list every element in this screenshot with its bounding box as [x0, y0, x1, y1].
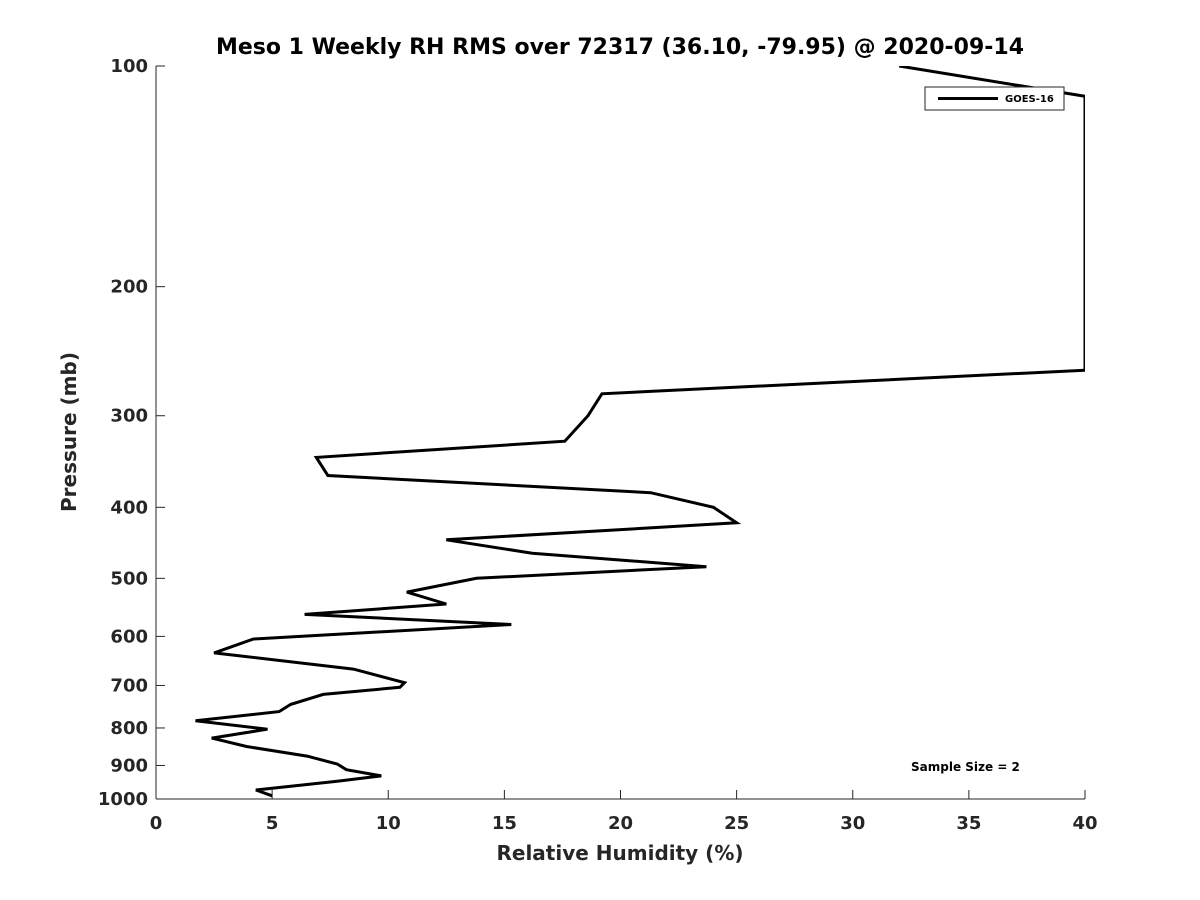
x-tick-label: 10: [376, 813, 401, 834]
y-axis-label: Pressure (mb): [57, 352, 81, 512]
y-tick-label: 400: [110, 497, 148, 518]
x-tick-label: 20: [608, 813, 633, 834]
plot-area: [195, 66, 1085, 798]
legend: GOES-16: [924, 86, 1065, 111]
y-tick-label: 600: [110, 626, 148, 647]
x-tick-label: 30: [840, 813, 865, 834]
axes: [155, 66, 1085, 800]
x-axis-label: Relative Humidity (%): [496, 841, 743, 865]
y-tick-label: 900: [110, 755, 148, 776]
y-tick-label: 100: [110, 56, 148, 77]
y-tick-label: 1000: [98, 789, 148, 810]
x-tick-label: 0: [150, 813, 163, 834]
x-tick-label: 35: [956, 813, 981, 834]
y-tick-label: 200: [110, 277, 148, 298]
x-tick-label: 40: [1072, 813, 1097, 834]
y-tick-label: 700: [110, 675, 148, 696]
series-line-goes-16: [195, 66, 1085, 798]
sample-size-annotation: Sample Size = 2: [911, 760, 1020, 774]
y-tick-label: 800: [110, 718, 148, 739]
y-tick-label: 300: [110, 406, 148, 427]
ticks: 0 5 10 15 20 25 30 35 40 100 200 300 400 500 600 700 800…: [98, 56, 1098, 834]
chart-title: Meso 1 Weekly RH RMS over 72317 (36.10, …: [216, 35, 1024, 60]
x-tick-label: 25: [724, 813, 749, 834]
x-tick-label: 5: [266, 813, 279, 834]
legend-label: GOES-16: [1005, 94, 1054, 105]
y-tick-label: 500: [110, 568, 148, 589]
x-tick-label: 15: [492, 813, 517, 834]
